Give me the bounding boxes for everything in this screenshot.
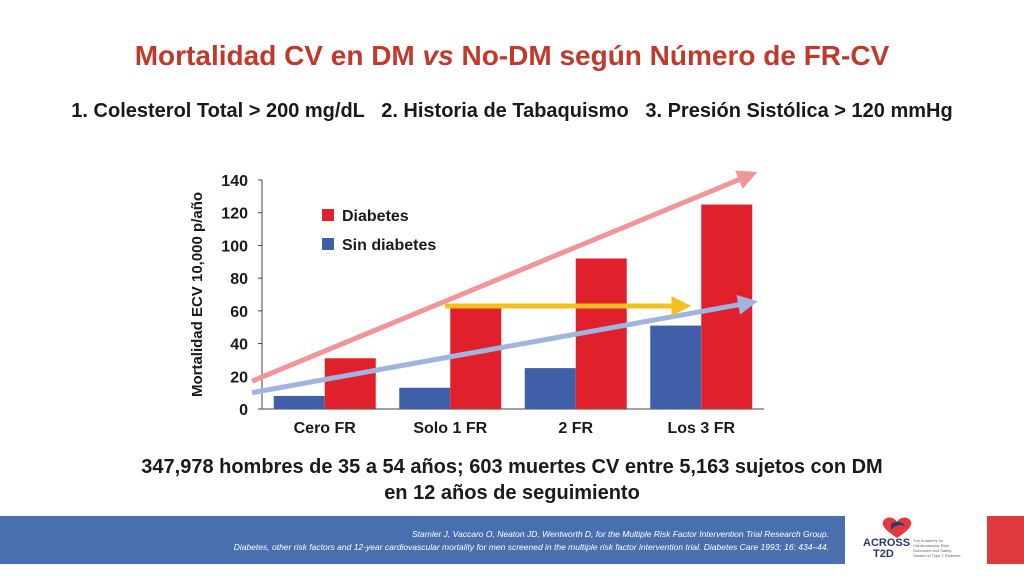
bar-diabetes [324,358,376,409]
y-axis-label: Mortalidad ECV 10,000 p/año [189,192,206,397]
bar-diabetes [450,307,502,409]
bar-sin-diabetes [399,387,451,409]
reference-footer: Stamler J, Vaccaro O, Neaton JD, Wentwor… [0,516,845,564]
legend-swatch-sin-diabetes [322,238,334,250]
summary-line-2: en 12 años de seguimiento [384,482,640,504]
reference-line-2: Diabetes, other risk factors and 12-year… [233,542,829,552]
bar-sin-diabetes [273,395,325,409]
bar-sin-diabetes [650,325,702,409]
legend-label-diabetes: Diabetes [342,208,409,225]
red-accent-block [987,516,1024,564]
risk-factors-subtitle: 1. Colesterol Total > 200 mg/dL 2. Histo… [71,100,953,122]
x-tick-label: Los 3 FR [667,420,735,437]
logo-text-1: ACROSS [863,537,911,549]
sin-diabetes-trend-arrow [251,294,758,396]
bar-sin-diabetes [524,368,576,409]
study-summary: 347,978 hombres de 35 a 54 años; 603 mue… [0,454,1024,506]
y-tick-label: 60 [230,304,248,321]
x-tick-label: Cero FR [294,420,357,437]
y-tick-label: 40 [230,337,248,354]
legend-swatch-diabetes [322,209,334,221]
y-tick-label: 80 [230,271,248,288]
y-tick-label: 120 [221,206,248,223]
y-tick-label: 140 [221,173,248,190]
title-part-2: No-DM según Número de FR-CV [453,40,890,71]
reference-text: Stamler J, Vaccaro O, Neaton JD, Wentwor… [234,528,829,554]
diabetes-trend-arrow [251,170,758,384]
across-t2d-logo: ACROSS T2D The Academy for Cardiovascula… [855,516,975,564]
y-tick-label: 20 [230,369,248,386]
logo-tagline: The Academy for Cardiovascular Risk, Out… [913,538,961,558]
x-tick-label: Solo 1 FR [413,420,487,437]
y-tick-label: 0 [239,402,248,419]
title-vs: vs [422,40,454,71]
mortality-bar-chart: 0 20 40 60 80 100 120 140 Mortalidad ECV 10,000 … [189,170,764,437]
slide-title: Mortalidad CV en DM vs No-DM según Númer… [0,40,1024,72]
summary-line-1: 347,978 hombres de 35 a 54 años; 603 mue… [141,456,883,478]
heart-logo-icon [882,517,912,538]
title-part-1: Mortalidad CV en DM [134,40,423,71]
reference-line-1: Stamler J, Vaccaro O, Neaton JD, Wentwor… [412,529,829,539]
logo-wordmark: ACROSS T2D [863,538,910,560]
y-tick-label: 100 [221,238,248,255]
logo-text-2: T2D [873,548,894,560]
legend-label-sin-diabetes: Sin diabetes [342,237,436,254]
x-tick-label: 2 FR [558,420,593,437]
